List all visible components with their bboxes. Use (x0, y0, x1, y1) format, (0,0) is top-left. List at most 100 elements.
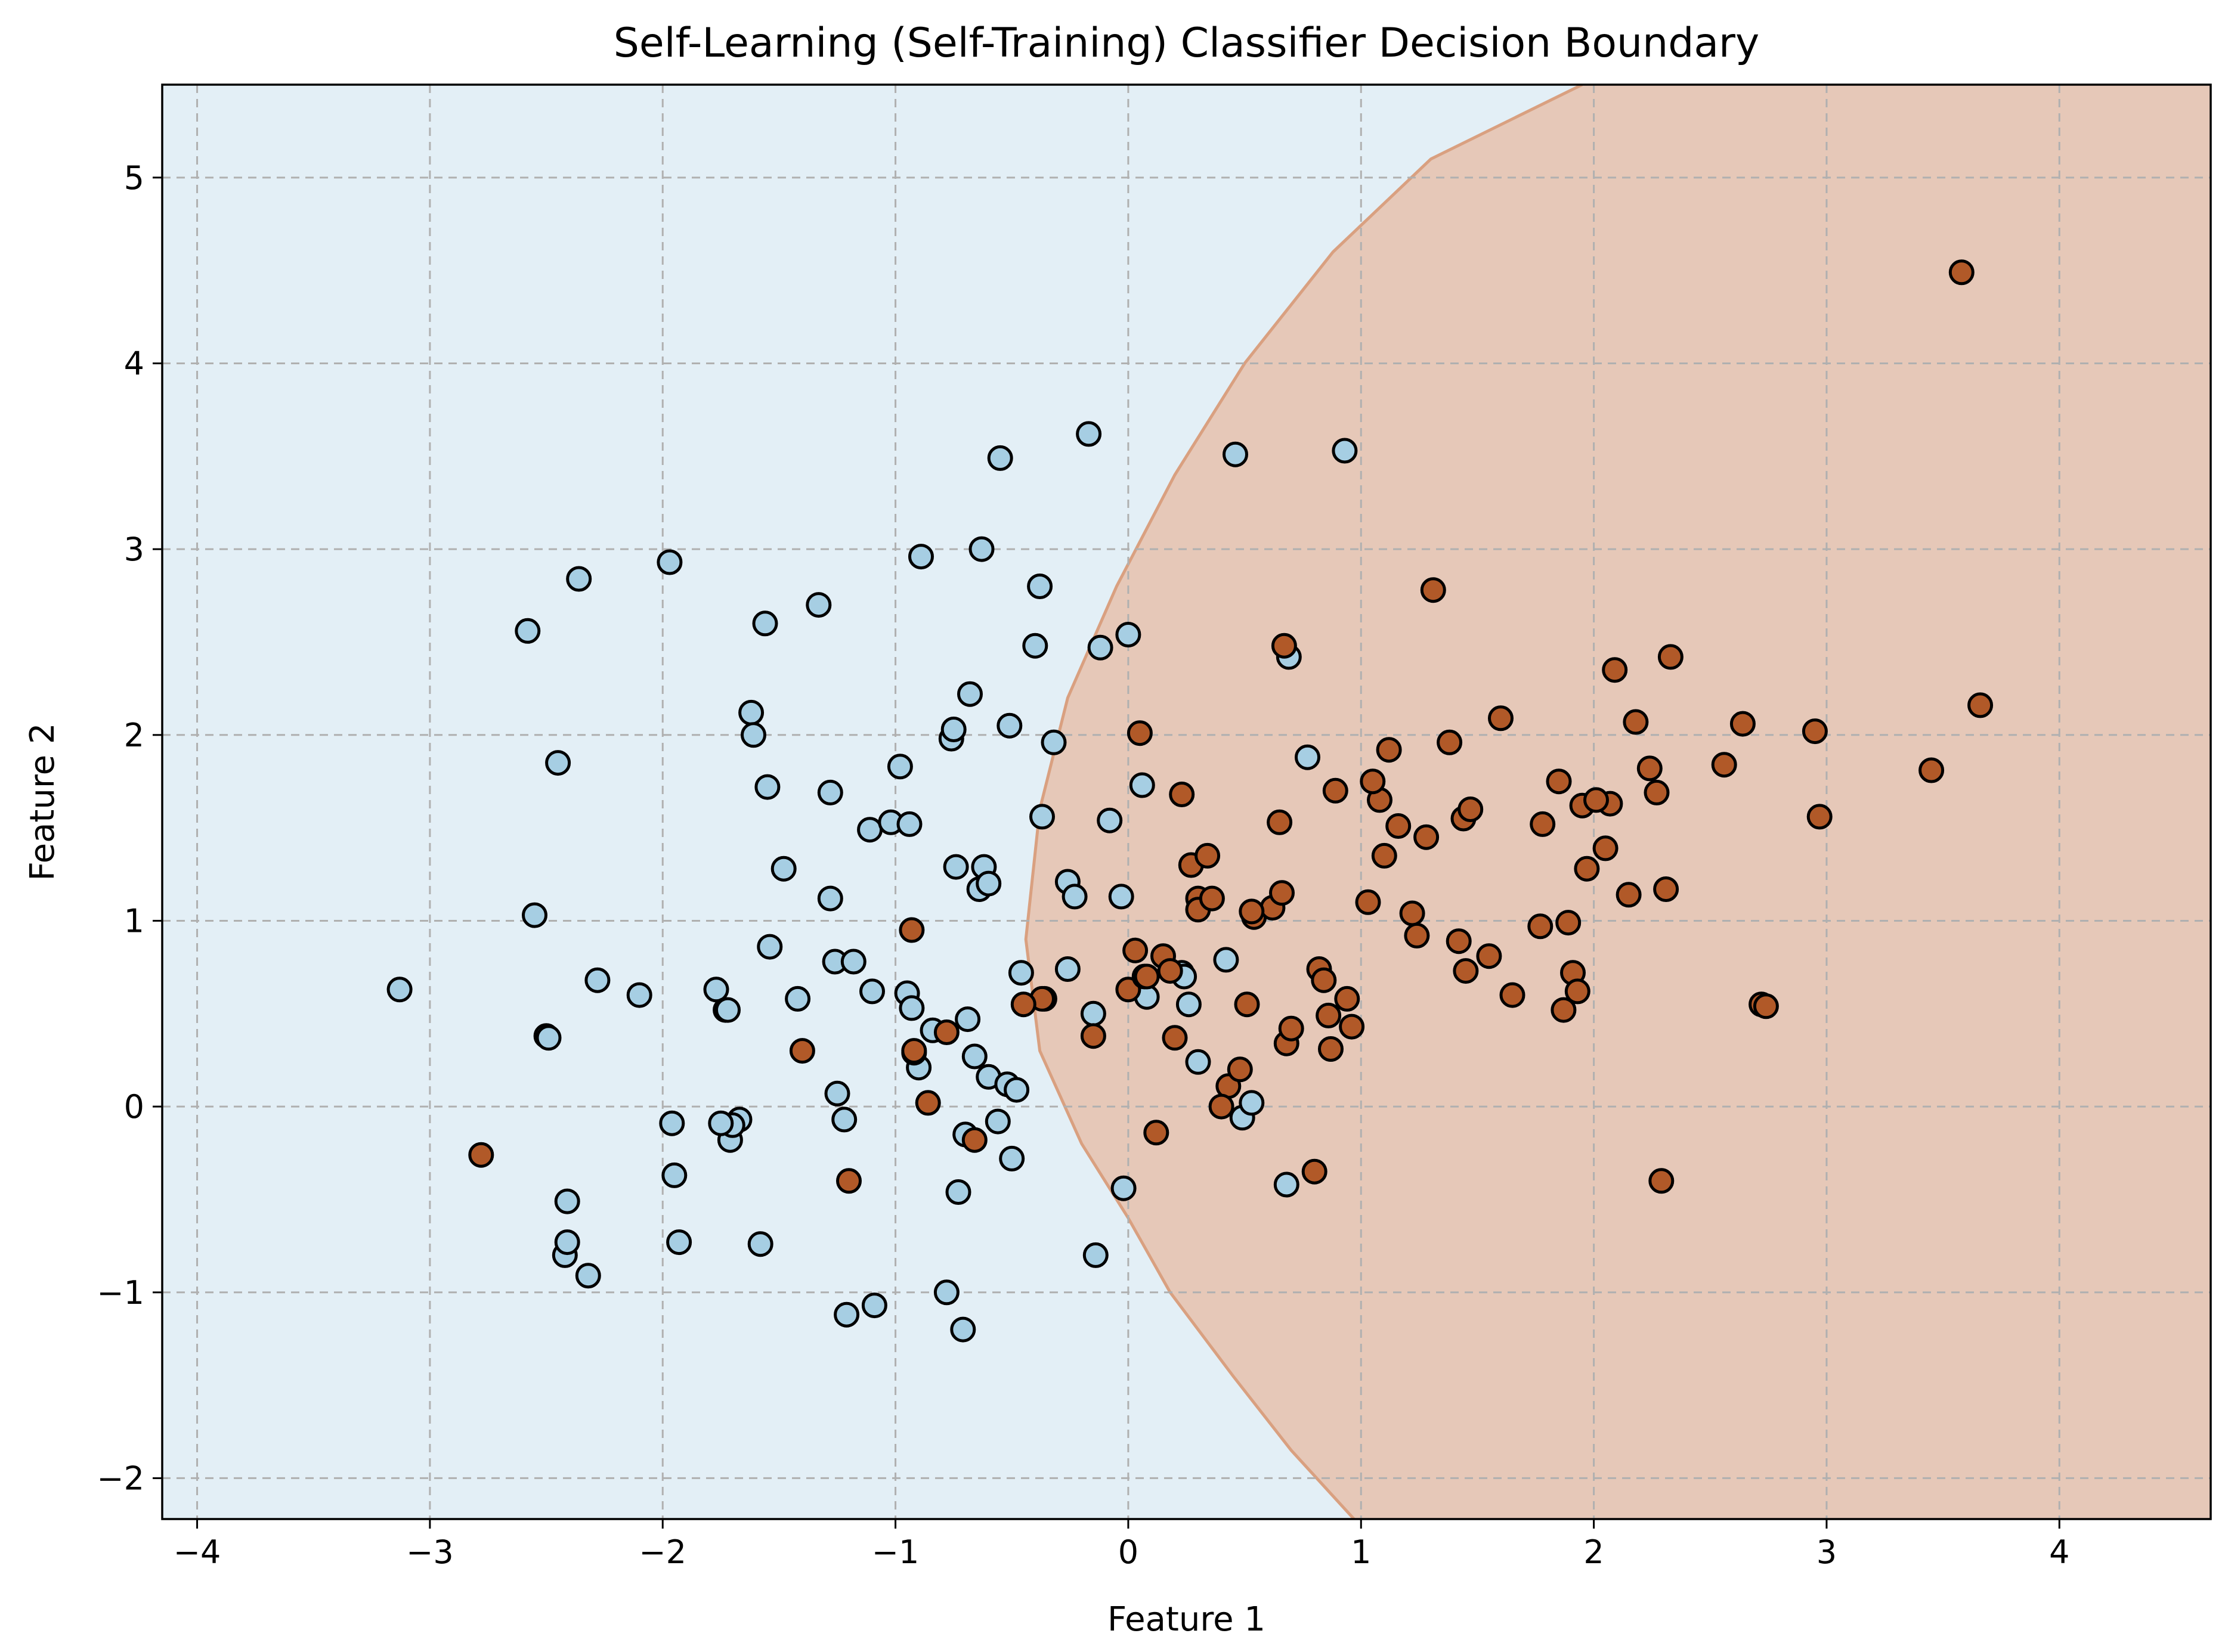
data-point-class0 (1082, 1242, 1109, 1268)
x-tick-label: 3 (1816, 1533, 1837, 1571)
data-point-class0 (887, 754, 913, 780)
data-point-class1 (1143, 1120, 1169, 1146)
data-point-class1 (789, 1038, 815, 1064)
data-point-class0 (657, 549, 683, 575)
y-tick-label: 4 (124, 345, 144, 382)
x-tick-label: −2 (639, 1533, 686, 1571)
data-point-class1 (1199, 885, 1225, 912)
data-point-class1 (1457, 796, 1484, 822)
data-point-class0 (1129, 772, 1155, 798)
data-point-class1 (1918, 757, 1945, 783)
data-point-class0 (1239, 1090, 1265, 1116)
data-point-class1 (1551, 997, 1577, 1023)
y-tick-label: 0 (124, 1088, 144, 1126)
data-point-class0 (1027, 574, 1053, 599)
data-point-class1 (1592, 835, 1619, 861)
data-point-class0 (999, 1145, 1025, 1171)
data-point-class0 (1008, 960, 1034, 986)
plot-frame (161, 83, 2212, 1520)
data-point-class0 (987, 445, 1013, 471)
data-point-class1 (1311, 967, 1337, 993)
data-point-class0 (976, 870, 1002, 897)
x-tick-label: −3 (406, 1533, 454, 1571)
data-point-class1 (1355, 889, 1381, 915)
data-point-class0 (1087, 634, 1113, 661)
chart-title: Self-Learning (Self-Training) Classifier… (614, 20, 1760, 67)
data-point-class0 (661, 1162, 688, 1188)
data-point-class1 (1194, 842, 1221, 869)
data-point-class1 (1010, 991, 1036, 1018)
data-point-class0 (1185, 1049, 1211, 1075)
data-point-class0 (545, 750, 571, 776)
data-point-class0 (747, 1231, 773, 1257)
data-point-class1 (1527, 913, 1554, 940)
data-point-class1 (1453, 958, 1479, 984)
data-point-class1 (1376, 737, 1402, 763)
data-point-class0 (1097, 807, 1123, 833)
data-point-class0 (626, 982, 652, 1008)
data-point-class0 (741, 722, 766, 748)
data-point-class1 (1134, 963, 1160, 990)
data-point-class1 (1267, 809, 1293, 835)
data-point-class0 (817, 779, 843, 805)
x-tick-label: 1 (1351, 1533, 1371, 1571)
x-tick-label: 0 (1118, 1533, 1138, 1571)
data-point-class0 (566, 566, 592, 592)
data-point-class1 (1644, 779, 1670, 805)
data-point-class0 (754, 774, 781, 800)
data-point-class1 (1657, 644, 1684, 670)
data-point-class1 (1339, 1013, 1365, 1040)
data-point-class0 (1295, 744, 1320, 770)
data-point-class0 (1110, 1175, 1137, 1201)
x-axis-label: Feature 1 (1107, 1600, 1265, 1639)
data-point-class1 (1122, 937, 1149, 963)
data-point-class0 (708, 1110, 734, 1136)
data-point-class1 (1948, 259, 1975, 286)
data-point-class1 (1616, 882, 1642, 908)
data-point-class1 (1371, 842, 1397, 869)
data-point-class0 (955, 1006, 981, 1033)
data-point-class0 (806, 592, 832, 618)
data-point-class1 (1127, 720, 1153, 746)
y-tick-label: 2 (124, 717, 144, 754)
data-point-class0 (703, 977, 729, 1003)
data-point-class0 (386, 977, 413, 1003)
data-point-class1 (1499, 982, 1525, 1008)
data-point-class1 (1360, 768, 1386, 795)
data-point-class1 (1602, 657, 1628, 683)
data-point-class0 (945, 1179, 971, 1205)
data-point-class1 (1583, 787, 1609, 813)
data-point-class1 (1806, 804, 1833, 830)
data-point-class1 (901, 1038, 927, 1064)
data-point-class0 (817, 885, 843, 912)
data-point-class0 (1223, 441, 1248, 467)
data-point-class1 (1269, 880, 1295, 906)
data-point-class0 (857, 817, 883, 843)
data-point-class1 (1334, 985, 1360, 1012)
data-points (386, 259, 1994, 1343)
data-point-class0 (997, 712, 1023, 739)
data-point-class0 (515, 618, 541, 644)
data-point-class0 (1273, 1171, 1299, 1198)
x-tick-label: −1 (872, 1533, 920, 1571)
data-point-class1 (1271, 633, 1297, 659)
data-point-class0 (933, 1279, 960, 1306)
data-point-class1 (915, 1090, 941, 1116)
data-point-class0 (940, 717, 967, 742)
data-point-class0 (1175, 991, 1202, 1018)
x-axis-ticks: −4 −3 −2 −1 0 1 2 3 4 (174, 1519, 2069, 1571)
data-point-class0 (985, 1108, 1011, 1135)
data-point-class1 (1162, 1025, 1188, 1051)
data-point-class0 (770, 856, 797, 882)
data-point-class0 (1022, 633, 1048, 659)
data-point-class1 (1420, 577, 1446, 603)
data-point-class1 (1488, 705, 1514, 732)
y-axis-ticks: −2 −1 0 1 2 3 4 5 (97, 159, 162, 1497)
data-point-class0 (1213, 947, 1239, 973)
data-point-class0 (666, 1229, 692, 1256)
data-point-class1 (1234, 991, 1260, 1018)
data-point-class0 (1332, 438, 1358, 464)
x-tick-label: −4 (174, 1533, 221, 1571)
data-point-class0 (840, 949, 867, 975)
